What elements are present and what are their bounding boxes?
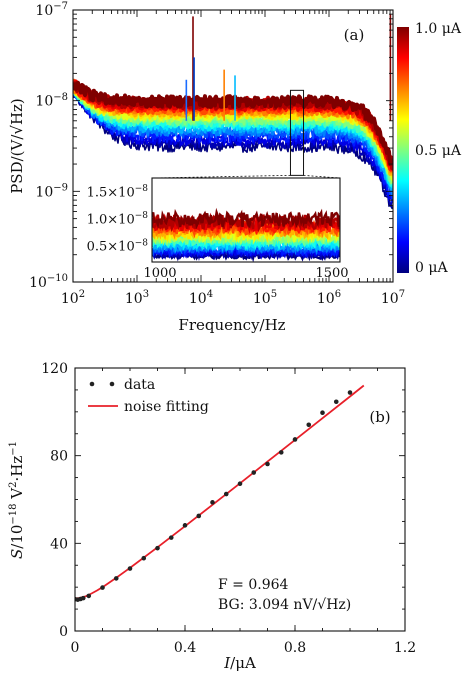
y-tick-label: 10−7 bbox=[35, 1, 68, 19]
data-point bbox=[306, 422, 312, 428]
legend: data noise fitting bbox=[88, 377, 209, 415]
data-point bbox=[141, 555, 147, 561]
inset-x-tick-label: 1500 bbox=[315, 266, 348, 281]
data-point bbox=[237, 481, 243, 487]
x-tick-label: 0 bbox=[71, 640, 80, 656]
colorbar-tick-label: 0 μA bbox=[415, 260, 448, 276]
panel-b-plot bbox=[75, 384, 365, 602]
y-tick-label: 0 bbox=[59, 624, 68, 640]
x-tick-label: 107 bbox=[381, 289, 405, 307]
panel-a-highlight-box bbox=[289, 89, 305, 176]
data-point bbox=[223, 491, 229, 497]
panel-a-frame bbox=[72, 9, 394, 283]
data-point bbox=[168, 535, 174, 540]
x-tick-label: 103 bbox=[125, 289, 149, 307]
inset-y-tick-label: 1.5×10−8 bbox=[87, 184, 149, 200]
panel-a-label: (a) bbox=[344, 26, 365, 44]
x-tick-label: 0.4 bbox=[174, 640, 196, 656]
inset-series-line bbox=[152, 207, 340, 230]
legend-item-noise-fitting: noise fitting bbox=[88, 399, 209, 415]
legend-data-marker bbox=[89, 381, 95, 387]
y-tick-label: 10−10 bbox=[29, 273, 68, 291]
panel-b-xlabel: I/μA bbox=[223, 654, 256, 672]
x-tick-label: 102 bbox=[61, 289, 85, 307]
panel-a-xlabel: Frequency/Hz bbox=[178, 316, 285, 334]
inset-y-tick-label: 0.5×10−8 bbox=[87, 238, 149, 254]
inset-connector-left bbox=[151, 174, 291, 179]
colorbar bbox=[397, 27, 409, 273]
data-point bbox=[80, 595, 86, 601]
panel-b-ylabel: S/10−18 V2·Hz−1 bbox=[8, 441, 26, 559]
panel-a-ylabel: PSD/(V/√Hz) bbox=[8, 98, 26, 194]
inset-y-tick-label: 1.0×10−8 bbox=[87, 211, 149, 227]
legend-item-data: data bbox=[89, 377, 155, 393]
x-tick-label: 104 bbox=[189, 289, 213, 307]
y-tick-label: 10−8 bbox=[35, 92, 68, 110]
data-point bbox=[320, 410, 325, 416]
data-point bbox=[86, 593, 92, 599]
colorbar-tick-label: 0.5 μA bbox=[415, 143, 462, 159]
data-point bbox=[155, 545, 160, 551]
data-point bbox=[278, 450, 284, 455]
data-point bbox=[251, 470, 257, 475]
psd-series-line bbox=[73, 80, 393, 166]
data-point bbox=[127, 566, 133, 571]
x-tick-label: 106 bbox=[317, 289, 341, 307]
data-point bbox=[347, 390, 353, 395]
data-point bbox=[100, 585, 105, 590]
x-tick-label: 0.8 bbox=[284, 640, 306, 656]
colorbar-labels: 1.0 μA 0.5 μA 0 μA bbox=[415, 21, 462, 276]
y-tick-label: 120 bbox=[41, 361, 68, 377]
panel-b-label: (b) bbox=[369, 408, 390, 426]
legend-data-marker bbox=[109, 381, 115, 387]
x-tick-label: 105 bbox=[253, 289, 277, 307]
data-point bbox=[182, 523, 188, 528]
inset-labels: 1000 1500 1.5×10−8 1.0×10−8 0.5×10−8 bbox=[87, 184, 349, 281]
x-tick-label: 1.2 bbox=[394, 640, 416, 656]
y-tick-label: 40 bbox=[50, 536, 68, 552]
panel-a-spectra bbox=[73, 14, 393, 210]
noise-fitting-line bbox=[75, 384, 365, 600]
y-tick-label: 10−9 bbox=[35, 182, 68, 200]
inset-spectra bbox=[152, 207, 340, 262]
data-point bbox=[292, 437, 298, 442]
annotation-fano-factor: F = 0.964 bbox=[218, 577, 289, 593]
inset-x-tick-label: 1000 bbox=[143, 266, 176, 281]
inset-frame bbox=[151, 177, 341, 263]
data-point bbox=[333, 399, 339, 405]
legend-fit-label: noise fitting bbox=[124, 399, 209, 415]
panel-b: 0 0.4 0.8 1.2 0 40 80 120 (b) I/μA S/10−18 V2·H… bbox=[8, 361, 416, 672]
data-point bbox=[196, 513, 202, 519]
panel-a: 102 103 104 105 106 107 10−7 10−8 10−9 10−10 1000… bbox=[8, 1, 462, 334]
colorbar-tick-label: 1.0 μA bbox=[415, 21, 462, 37]
panel-b-ticks: 0 0.4 0.8 1.2 0 40 80 120 bbox=[41, 361, 416, 656]
data-point bbox=[265, 461, 270, 467]
psd-series-line bbox=[73, 83, 393, 185]
data-point bbox=[210, 500, 215, 505]
legend-data-label: data bbox=[124, 377, 155, 393]
y-tick-label: 80 bbox=[50, 449, 68, 465]
annotation-background: BG: 3.094 nV/√Hz) bbox=[218, 597, 351, 613]
data-point bbox=[113, 576, 119, 581]
panel-a-ticks: 102 103 104 105 106 107 10−7 10−8 10−9 10−10 bbox=[29, 1, 405, 307]
